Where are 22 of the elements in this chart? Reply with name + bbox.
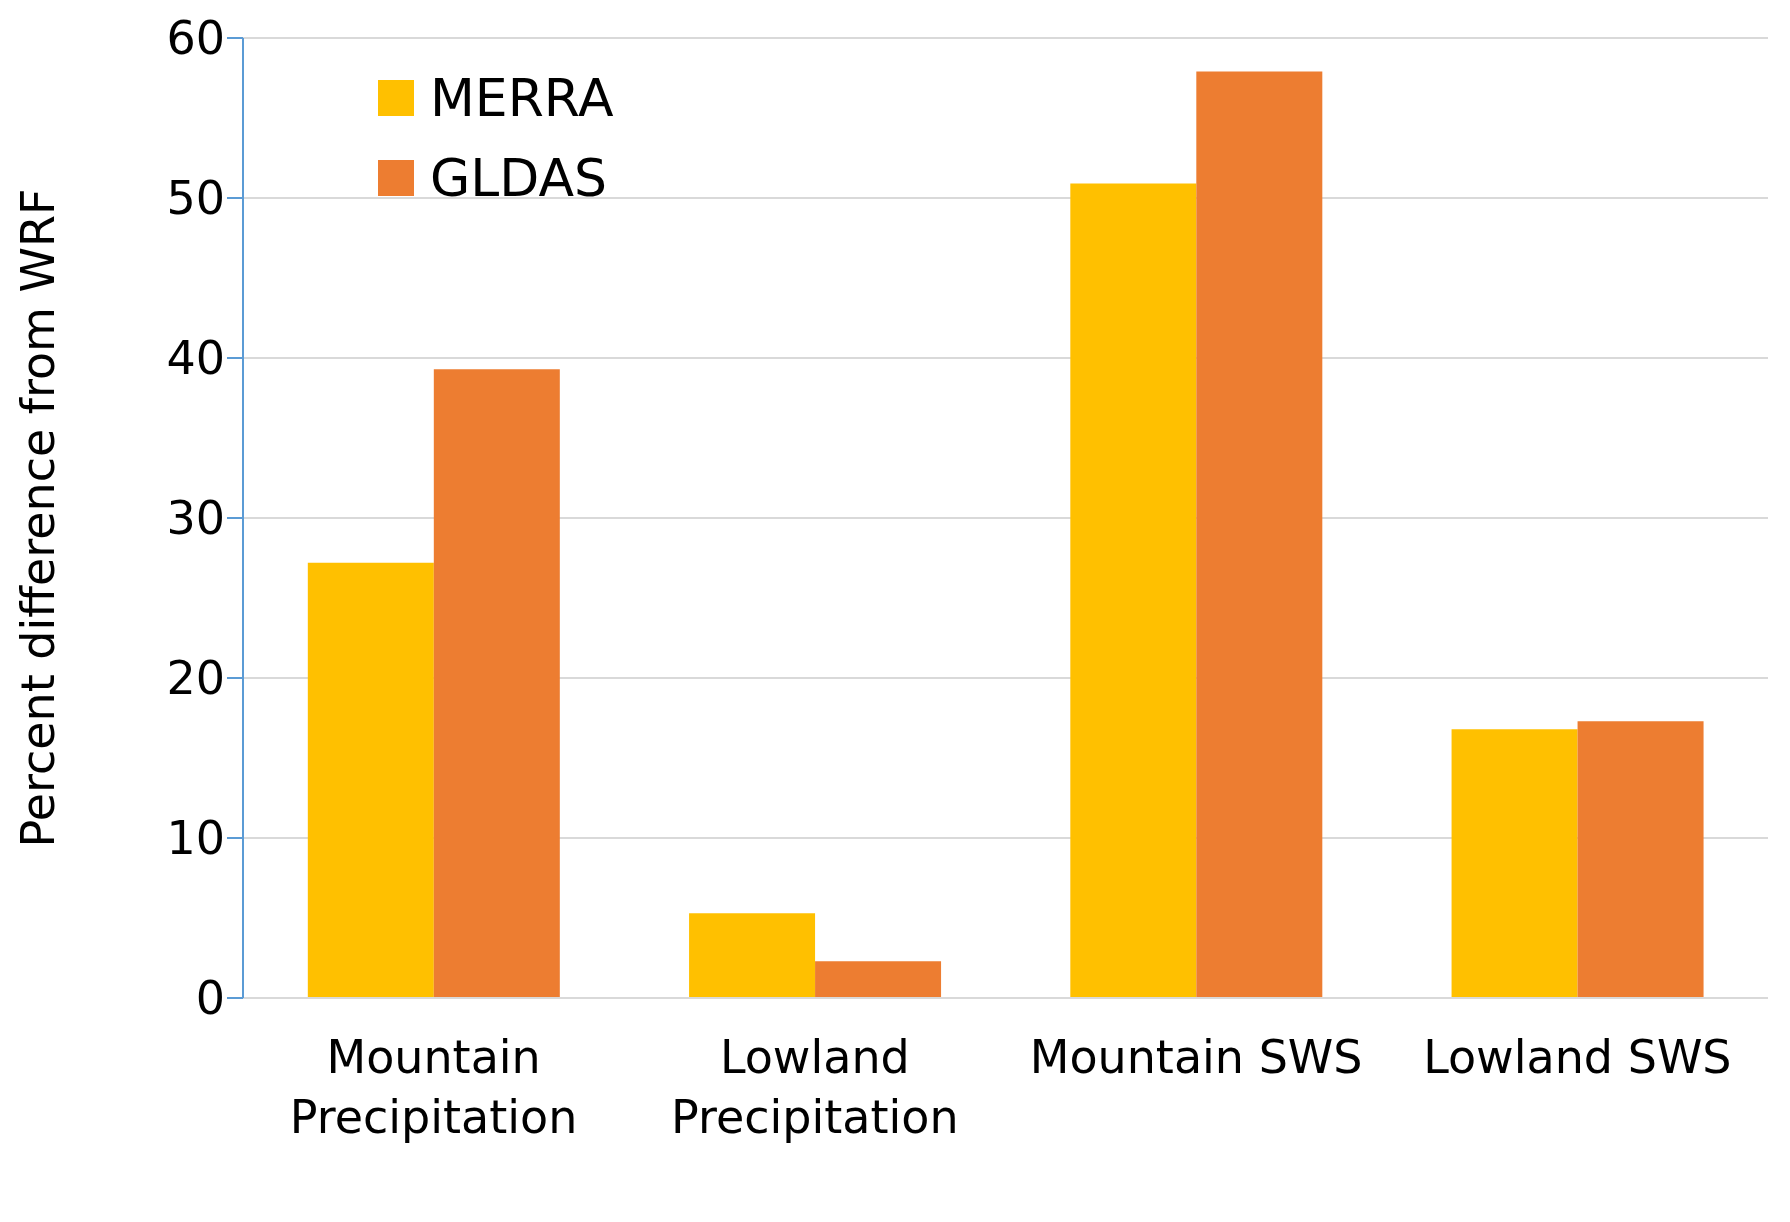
bar [815,961,942,998]
y-axis-title: Percent difference from WRF [11,188,66,848]
bar [433,369,560,998]
bar [307,562,434,998]
legend-label: MERRA [430,67,614,130]
y-tick-label: 0 [195,971,225,1026]
bar [1451,729,1578,998]
x-tick-label: Lowland Precipitation [671,1029,959,1144]
bar [689,913,816,998]
bar [1577,721,1704,998]
y-tick-label: 30 [166,491,225,546]
x-tick-label: Lowland SWS [1423,1029,1732,1084]
y-tick-label: 60 [166,11,225,66]
y-tick-label: 10 [166,811,225,866]
x-tick-label: Mountain SWS [1029,1029,1363,1084]
y-tick-label: 50 [166,171,225,226]
y-tick-label: 40 [166,331,225,386]
bar [1070,183,1197,998]
y-tick-label: 20 [166,651,225,706]
x-tick-label: Mountain Precipitation [289,1029,578,1144]
bar [1196,71,1323,998]
legend-label: GLDAS [430,147,607,210]
